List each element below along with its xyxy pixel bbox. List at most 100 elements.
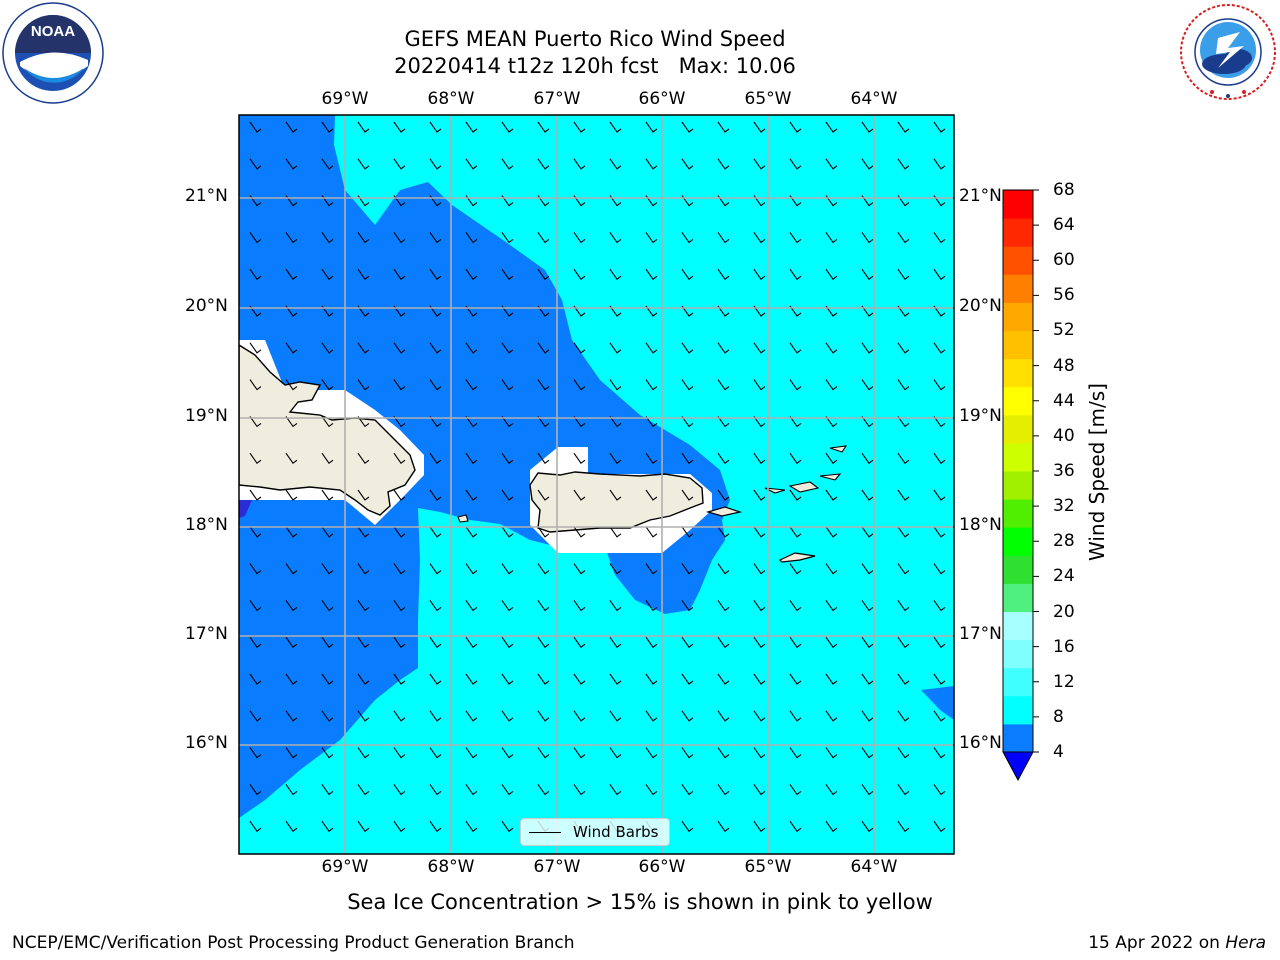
map-area	[239, 115, 954, 854]
wind-barb	[717, 784, 730, 796]
wind-barb	[573, 158, 586, 170]
colorbar-label: Wind Speed [m/s]	[1085, 383, 1109, 561]
wind-barb	[429, 489, 442, 501]
footer-branch: NCEP/EMC/Verification Post Processing Pr…	[12, 933, 575, 953]
wind-barb	[285, 268, 298, 280]
wind-barb	[537, 232, 550, 244]
lat-label-right-20n: 20°N	[959, 296, 1002, 316]
wind-barb	[357, 268, 370, 280]
wind-barb	[393, 526, 406, 538]
wind-barb	[573, 342, 586, 354]
wind-barb	[753, 195, 766, 207]
wind-barb	[285, 416, 298, 428]
wind-barb	[393, 784, 406, 796]
wind-barb	[861, 121, 874, 133]
wind-barb	[861, 232, 874, 244]
wind-barb	[681, 820, 694, 832]
wind-barb	[861, 784, 874, 796]
wind-barb	[825, 158, 838, 170]
wind-barb	[429, 784, 442, 796]
map-frame	[238, 114, 955, 855]
colorbar-band	[1003, 611, 1033, 641]
wind-barb	[501, 636, 514, 648]
wind-barb	[465, 784, 478, 796]
colorbar-tick: 36	[1053, 461, 1075, 481]
wind-barb	[789, 747, 802, 759]
wind-barb	[465, 526, 478, 538]
wind-barb	[789, 195, 802, 207]
wind-barb	[465, 820, 478, 832]
colorbar-band	[1003, 639, 1033, 669]
wind-barb	[645, 710, 658, 722]
wind-barb	[861, 195, 874, 207]
wind-barb	[753, 710, 766, 722]
wind-barb	[609, 342, 622, 354]
wind-barb	[681, 416, 694, 428]
wind-barb	[933, 305, 946, 317]
dark-blue-patch	[239, 500, 252, 518]
wind-barb	[681, 489, 694, 501]
wind-barb	[645, 268, 658, 280]
wind-barb	[897, 158, 910, 170]
wind-barb	[861, 489, 874, 501]
wind-barb	[681, 673, 694, 685]
wind-barb	[753, 416, 766, 428]
wind-barb	[717, 747, 730, 759]
wind-barb	[249, 489, 262, 501]
wind-barb	[609, 379, 622, 391]
wind-barb	[393, 747, 406, 759]
wind-barb	[717, 489, 730, 501]
colorbar-band	[1003, 414, 1033, 444]
wind-barb	[897, 416, 910, 428]
wind-barb	[897, 305, 910, 317]
wind-barb	[465, 195, 478, 207]
wind-barb	[357, 600, 370, 612]
wind-barb	[789, 305, 802, 317]
wind-barb	[717, 232, 730, 244]
wind-barb	[717, 195, 730, 207]
wind-barb	[501, 379, 514, 391]
wind-barb	[249, 526, 262, 538]
colorbar-tick: 16	[1053, 637, 1075, 657]
vieques-island	[705, 506, 743, 517]
wind-barb	[645, 452, 658, 464]
wind-barb	[537, 673, 550, 685]
wind-barb	[645, 158, 658, 170]
colorbar-tick: 20	[1053, 602, 1075, 622]
wind-barb	[573, 379, 586, 391]
wind-barb	[537, 710, 550, 722]
wind-barb	[573, 747, 586, 759]
wind-barb	[933, 673, 946, 685]
wind-barb	[393, 195, 406, 207]
wind-barb	[249, 600, 262, 612]
wind-barb	[357, 563, 370, 575]
wind-barb	[357, 673, 370, 685]
wind-barb	[321, 305, 334, 317]
wind-barb	[357, 784, 370, 796]
wind-barb	[321, 784, 334, 796]
colorbar-tick: 60	[1053, 250, 1075, 270]
wind-barb	[717, 268, 730, 280]
wind-barb	[861, 636, 874, 648]
wind-barb	[717, 416, 730, 428]
wind-barb	[681, 784, 694, 796]
colorbar-band	[1003, 302, 1033, 331]
wind-barb	[465, 747, 478, 759]
lon-label-bottom-65w: 65°W	[744, 857, 792, 877]
wind-barb	[645, 121, 658, 133]
wind-barb	[825, 673, 838, 685]
wind-barb	[465, 232, 478, 244]
wind-barb	[825, 305, 838, 317]
wind-barb	[573, 121, 586, 133]
wind-barb	[933, 121, 946, 133]
wind-barb	[861, 526, 874, 538]
wind-barb	[429, 305, 442, 317]
wind-barb	[753, 600, 766, 612]
colorbar-band	[1003, 667, 1033, 697]
wind-barb	[393, 489, 406, 501]
wind-barb	[573, 710, 586, 722]
wind-barb	[321, 452, 334, 464]
wind-barb	[933, 232, 946, 244]
wind-barb	[537, 305, 550, 317]
wind-barb	[861, 416, 874, 428]
